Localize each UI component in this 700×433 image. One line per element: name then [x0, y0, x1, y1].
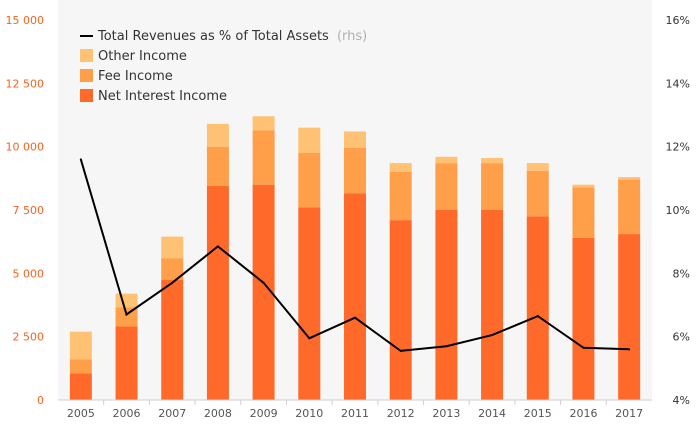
line-point-2010: [308, 337, 311, 340]
bar-net-interest-income-2010: [298, 207, 321, 400]
bar-fee-income-2013: [435, 163, 458, 210]
line-point-2016: [582, 346, 585, 349]
line-point-2005: [79, 158, 82, 161]
line-point-2012: [399, 349, 402, 352]
bar-fee-income-2012: [389, 172, 412, 221]
x-tick-label-2014: 2014: [478, 407, 506, 420]
right-tick-label: 16%: [666, 14, 690, 27]
bar-other-income-2012: [389, 163, 412, 172]
legend-line-label: Total Revenues as % of Total Assets: [97, 29, 329, 44]
bar-other-income-2006: [115, 293, 138, 308]
line-point-2017: [628, 348, 631, 351]
line-point-2007: [171, 281, 174, 284]
legend: Total Revenues as % of Total Assets (rhs…: [80, 29, 367, 104]
left-tick-label: 2 500: [13, 331, 45, 344]
bar-fee-income-2016: [572, 187, 595, 238]
right-tick-label: 14%: [666, 77, 690, 90]
line-point-2006: [125, 313, 128, 316]
right-tick-label: 10%: [666, 204, 690, 217]
bar-fee-income-2014: [481, 163, 504, 210]
x-tick-label-2016: 2016: [569, 407, 597, 420]
bar-net-interest-income-2013: [435, 210, 458, 400]
bar-other-income-2008: [206, 123, 229, 147]
bar-fee-income-2010: [298, 153, 321, 208]
bar-fee-income-2005: [69, 359, 92, 374]
x-tick-label-2006: 2006: [113, 407, 141, 420]
bar-net-interest-income-2011: [344, 193, 366, 400]
x-tick-label-2010: 2010: [295, 407, 323, 420]
legend-line-note: (rhs): [337, 29, 367, 44]
right-tick-label: 6%: [673, 331, 690, 344]
bar-fee-income-2008: [206, 146, 229, 186]
bar-other-income-2017: [618, 177, 641, 180]
line-point-2015: [536, 315, 539, 318]
bar-other-income-2005: [69, 331, 92, 360]
legend-label-net-interest-income: Net Interest Income: [98, 89, 227, 104]
bar-other-income-2007: [161, 236, 184, 259]
legend-item-line: Total Revenues as % of Total Assets (rhs…: [80, 29, 367, 44]
line-layer: [79, 158, 631, 352]
bar-net-interest-income-2008: [206, 185, 229, 400]
bar-net-interest-income-2007: [161, 279, 184, 400]
x-axis-ticks: 2005 2006 2007 2008 2009 2010 2011 2012 2013 2014…: [67, 400, 643, 420]
left-axis-ticks: 0 2 500 5 000 7 500 10 000 12 500 15 000: [6, 14, 45, 407]
left-tick-label: 10 000: [6, 141, 45, 154]
bar-other-income-2009: [252, 116, 275, 131]
legend-item-net-interest-income: Net Interest Income: [80, 89, 227, 104]
bar-fee-income-2011: [344, 147, 366, 194]
legend-label-fee-income: Fee Income: [98, 69, 173, 84]
bar-net-interest-income-2016: [572, 237, 595, 400]
x-tick-label-2011: 2011: [341, 407, 369, 420]
legend-swatch-fee-income: [80, 69, 93, 82]
x-tick-label-2017: 2017: [615, 407, 643, 420]
line-point-2008: [216, 245, 219, 248]
left-tick-label: 5 000: [13, 267, 45, 280]
line-point-2014: [491, 334, 494, 337]
bar-net-interest-income-2015: [526, 216, 549, 400]
right-tick-label: 4%: [673, 394, 690, 407]
svg-text:Total Revenues as % of Total A: Total Revenues as % of Total Assets (rhs…: [97, 29, 367, 44]
line-point-2011: [354, 316, 356, 319]
bar-fee-income-2006: [115, 307, 138, 327]
bar-net-interest-income-2005: [69, 373, 92, 400]
x-tick-label-2008: 2008: [204, 407, 232, 420]
left-tick-label: 0: [37, 394, 44, 407]
bar-other-income-2014: [481, 158, 504, 164]
x-tick-label-2009: 2009: [250, 407, 278, 420]
bar-fee-income-2015: [526, 170, 549, 217]
line-point-2013: [445, 345, 448, 348]
legend-label-other-income: Other Income: [98, 49, 187, 64]
right-tick-label: 8%: [673, 267, 690, 280]
x-tick-label-2013: 2013: [432, 407, 460, 420]
legend-item-fee-income: Fee Income: [80, 69, 173, 84]
bar-fee-income-2009: [252, 130, 275, 185]
bar-fee-income-2007: [161, 258, 184, 280]
bar-fee-income-2017: [618, 179, 641, 235]
bar-other-income-2015: [526, 163, 549, 171]
bar-other-income-2011: [344, 131, 366, 148]
legend-item-other-income: Other Income: [80, 49, 187, 64]
bar-net-interest-income-2012: [389, 220, 412, 400]
bar-other-income-2013: [435, 156, 458, 164]
legend-swatch-net-interest-income: [80, 89, 93, 102]
bar-net-interest-income-2006: [115, 326, 138, 400]
bar-net-interest-income-2014: [481, 210, 504, 400]
left-tick-label: 12 500: [6, 77, 45, 90]
x-tick-label-2012: 2012: [387, 407, 415, 420]
line-point-2009: [262, 281, 265, 284]
legend-swatch-other-income: [80, 49, 93, 62]
x-tick-label-2005: 2005: [67, 407, 95, 420]
right-axis-ticks: 4% 6% 8% 10% 12% 14% 16%: [666, 14, 690, 407]
bar-other-income-2010: [298, 127, 321, 153]
left-tick-label: 15 000: [6, 14, 45, 27]
bar-other-income-2016: [572, 184, 595, 188]
x-tick-label-2007: 2007: [158, 407, 186, 420]
bars-layer: [69, 116, 641, 400]
left-tick-label: 7 500: [13, 204, 45, 217]
bar-net-interest-income-2017: [618, 234, 641, 400]
x-tick-label-2015: 2015: [524, 407, 552, 420]
right-tick-label: 12%: [666, 141, 690, 154]
bar-net-interest-income-2009: [252, 184, 275, 400]
